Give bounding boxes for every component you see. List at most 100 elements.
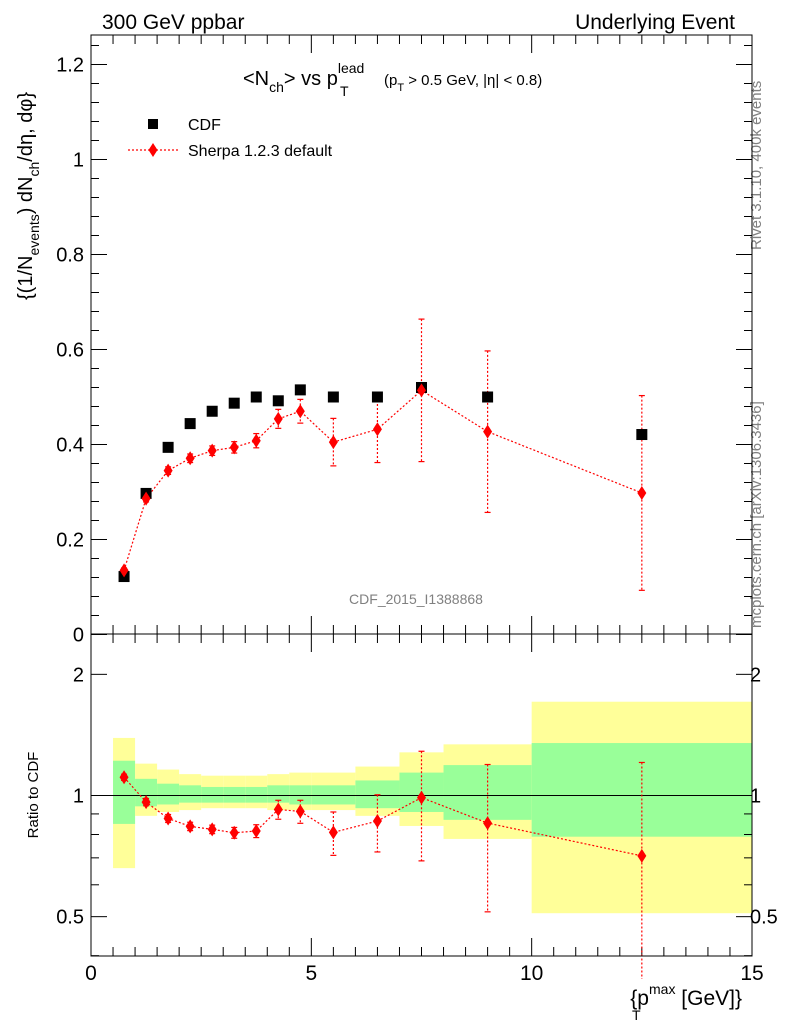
sherpa-data-point bbox=[185, 451, 195, 466]
ratio-data-point bbox=[273, 802, 283, 817]
main-y-tick-label: 0.8 bbox=[56, 245, 84, 267]
sherpa-data-point bbox=[295, 404, 305, 419]
main-panel: <Nch> vs plead T(pT > 0.5 GeV, |η| < 0.8)… bbox=[15, 34, 753, 647]
rivet-version-label: Rivet 3.1.10, 400k events bbox=[748, 81, 765, 250]
ratio-data-point bbox=[229, 825, 239, 840]
main-y-axis-label: {(1/Nevents) dNch/dη, dφ} bbox=[15, 92, 42, 300]
main-axis-ticks bbox=[90, 35, 753, 635]
ratio-data-marks bbox=[119, 750, 647, 980]
ratio-stat-uncertainty-band bbox=[113, 760, 136, 824]
cdf-data-point bbox=[162, 441, 174, 453]
ratio-data-point bbox=[119, 770, 129, 785]
sherpa-data-point bbox=[207, 443, 217, 458]
ratio-y-tick-label: 0.5 bbox=[56, 907, 84, 929]
ratio-stat-uncertainty-band bbox=[201, 786, 224, 803]
cdf-data-point bbox=[327, 391, 339, 403]
ratio-data-point bbox=[185, 819, 195, 834]
title-part-b: > vs p bbox=[284, 68, 338, 90]
sherpa-data-point bbox=[637, 485, 647, 500]
main-data-marks bbox=[118, 318, 648, 591]
legend-sherpa-marker bbox=[148, 143, 158, 157]
xlabel-sub: T bbox=[632, 1007, 641, 1023]
ratio-uncertainty-bands bbox=[113, 701, 752, 914]
x-tick-labels: 0 5 10 15 bbox=[85, 962, 764, 985]
ratio-y-tick-labels: 0.5 0.5 1 1 2 2 bbox=[56, 664, 778, 928]
ratio-y-tick-label-right: 0.5 bbox=[750, 907, 778, 929]
ratio-data-point bbox=[207, 822, 217, 837]
main-legend: CDF Sherpa 1.2.3 default bbox=[128, 117, 333, 160]
x-axis-label: {pmax [GeV]} bbox=[630, 981, 742, 1010]
ratio-data-point bbox=[251, 824, 261, 839]
cdf-data-point bbox=[184, 418, 196, 430]
ratio-data-point bbox=[141, 795, 151, 810]
sherpa-data-point bbox=[273, 411, 283, 426]
ylabel-part-c: /dη, dφ} bbox=[15, 92, 37, 162]
ratio-data-point bbox=[417, 790, 426, 805]
x-tick-label: 5 bbox=[305, 962, 317, 985]
ratio-y-tick-label-right: 2 bbox=[750, 664, 761, 686]
x-tick-label: 10 bbox=[520, 962, 543, 985]
ratio-panel: 0.5 0.5 1 1 2 2 0 5 10 15 Ratio to CDF {pmax [Ge… bbox=[25, 633, 778, 1023]
ratio-stat-uncertainty-band bbox=[289, 785, 312, 805]
xlabel-sup: max bbox=[649, 981, 675, 997]
ratio-y-axis-label: Ratio to CDF bbox=[25, 752, 42, 839]
cdf-data-point bbox=[294, 384, 306, 396]
title-part-c: (p bbox=[384, 72, 397, 89]
cdf-data-point bbox=[228, 397, 240, 409]
ratio-stat-uncertainty-band bbox=[223, 786, 246, 803]
x-tick-label: 0 bbox=[85, 962, 97, 985]
ratio-data-point bbox=[483, 816, 493, 831]
ratio-stat-uncertainty-band bbox=[135, 778, 158, 807]
ratio-stat-uncertainty-band bbox=[267, 785, 290, 803]
sherpa-data-point bbox=[229, 440, 239, 455]
cdf-data-point bbox=[636, 429, 648, 441]
ylabel-part-b: ) dN bbox=[15, 176, 37, 214]
cdf-data-point bbox=[272, 395, 284, 407]
main-y-tick-label: 1 bbox=[73, 150, 84, 172]
ratio-data-point bbox=[637, 848, 647, 863]
main-y-tick-label: 0 bbox=[73, 625, 84, 647]
ratio-y-tick-label: 1 bbox=[73, 786, 84, 808]
main-y-tick-labels: 0 0.2 0.4 0.6 0.8 1 1.2 bbox=[56, 55, 84, 647]
sherpa-data-point bbox=[372, 422, 382, 437]
main-y-tick-label: 0.2 bbox=[56, 530, 84, 552]
main-y-tick-label: 1.2 bbox=[56, 55, 84, 77]
sherpa-series-line bbox=[123, 389, 643, 571]
ratio-stat-uncertainty-band bbox=[245, 786, 268, 803]
xlabel-part-b: [GeV]} bbox=[675, 987, 742, 1010]
ratio-series-line bbox=[123, 776, 642, 857]
ylabel-sub-a: events bbox=[26, 214, 42, 255]
main-y-tick-label: 0.6 bbox=[56, 340, 84, 362]
ylabel-sub-b: ch bbox=[26, 162, 42, 177]
sherpa-data-point bbox=[483, 424, 493, 439]
legend-sherpa-label: Sherpa 1.2.3 default bbox=[188, 143, 333, 160]
ratio-y-tick-label: 2 bbox=[73, 664, 84, 686]
xlabel-part-a: {p bbox=[630, 987, 649, 1010]
cdf-data-point bbox=[482, 391, 494, 403]
title-part-a: <N bbox=[243, 68, 269, 90]
x-tick-label: 15 bbox=[740, 962, 763, 985]
ratio-data-point bbox=[328, 825, 338, 840]
plot-title: <Nch> vs plead T(pT > 0.5 GeV, |η| < 0.8) bbox=[243, 60, 542, 99]
cdf-data-point bbox=[206, 405, 218, 417]
ratio-stat-uncertainty-band bbox=[179, 785, 202, 803]
title-sub-b: T bbox=[340, 83, 349, 99]
title-sub-c: T bbox=[397, 82, 404, 94]
ratio-data-point bbox=[372, 814, 382, 829]
sherpa-data-point bbox=[328, 435, 338, 450]
sherpa-data-point bbox=[141, 491, 151, 506]
analysis-watermark: CDF_2015_I1388868 bbox=[349, 591, 483, 607]
title-part-d: > 0.5 GeV, |η| < 0.8) bbox=[404, 72, 542, 89]
header-right-label: Underlying Event bbox=[575, 11, 735, 34]
legend-cdf-label: CDF bbox=[188, 117, 221, 134]
ratio-stat-uncertainty-band bbox=[311, 785, 356, 805]
ratio-stat-uncertainty-band bbox=[157, 783, 180, 805]
title-sub-a: ch bbox=[269, 79, 284, 95]
legend-cdf-marker bbox=[148, 119, 158, 129]
ratio-stat-uncertainty-band bbox=[531, 743, 752, 837]
cdf-data-point bbox=[371, 391, 383, 403]
ratio-panel-frame bbox=[90, 633, 753, 957]
sherpa-data-point bbox=[119, 563, 129, 578]
sherpa-data-point bbox=[417, 383, 426, 398]
